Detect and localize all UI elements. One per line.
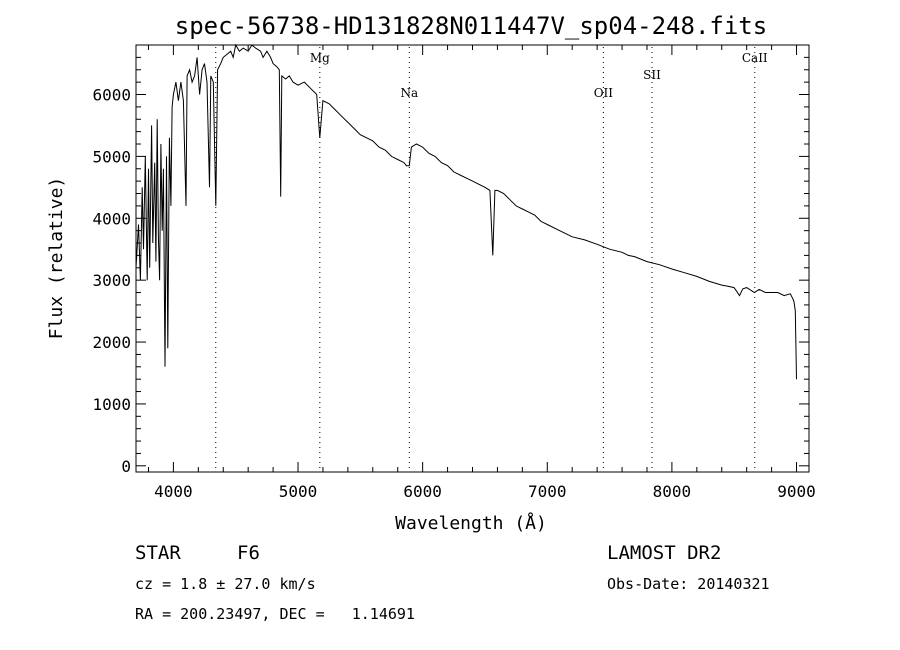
chart-title: spec-56738-HD131828N011447V_sp04-248.fit…	[175, 12, 767, 40]
y-tick-label: 5000	[92, 147, 131, 166]
x-tick-label: 8000	[653, 482, 692, 501]
redshift-text: cz = 1.8 ± 27.0 km/s	[135, 575, 316, 593]
x-tick-label: 9000	[777, 482, 816, 501]
y-tick-label: 6000	[92, 86, 131, 105]
spectrum-series-0	[135, 43, 797, 380]
y-axis-label: Flux (relative)	[46, 177, 67, 340]
obs-date: Obs-Date: 20140321	[607, 575, 770, 593]
plot-layer: Mg Na OII SII CaII 4000 5000 6000 7000 8000 9000 0 1…	[92, 43, 816, 501]
y-tick-label: 2000	[92, 333, 131, 352]
spectral-subclass: F6	[237, 542, 260, 564]
plot-frame	[135, 44, 810, 473]
x-tick-label: 4000	[154, 482, 193, 501]
y-tick-label: 4000	[92, 209, 131, 228]
x-tick-label: 5000	[279, 482, 318, 501]
line-marker-label: OII	[594, 86, 614, 100]
survey-name: LAMOST DR2	[607, 542, 722, 564]
object-class: STAR	[135, 542, 181, 564]
line-marker-label: CaII	[742, 51, 768, 65]
line-marker-label: Na	[400, 86, 418, 100]
y-tick-label: 0	[121, 457, 131, 476]
coordinates-text: RA = 200.23497, DEC = 1.14691	[135, 605, 415, 623]
line-marker-label: Mg	[310, 51, 330, 65]
y-tick-label: 3000	[92, 271, 131, 290]
x-axis-label: Wavelength (Å)	[395, 512, 547, 534]
line-marker-label: SII	[643, 68, 661, 82]
y-tick-label: 1000	[92, 395, 131, 414]
x-tick-label: 6000	[403, 482, 442, 501]
x-tick-label: 7000	[528, 482, 567, 501]
spectrum-chart: spec-56738-HD131828N011447V_sp04-248.fit…	[46, 12, 816, 534]
